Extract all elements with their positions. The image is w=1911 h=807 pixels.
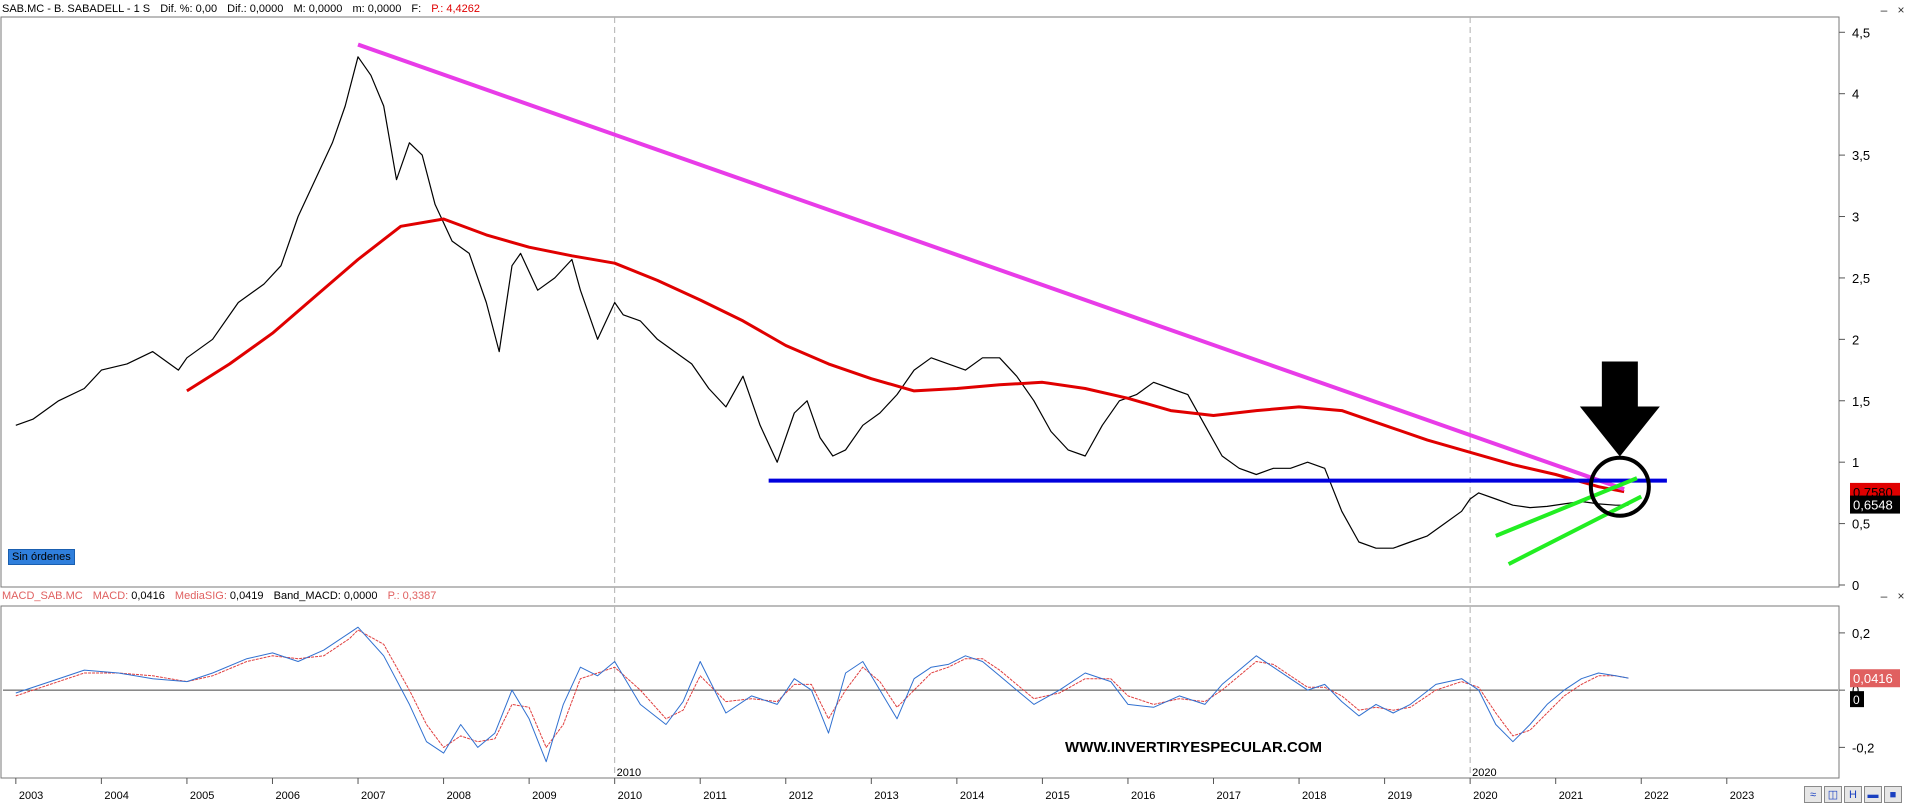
macd-signal-line (15, 629, 1629, 748)
macd-y-axis: 0,2 0 -0,2 (1839, 626, 1874, 755)
x-tick-label: 2011 (703, 790, 727, 802)
watermark: WWW.INVERTIRYESPECULAR.COM (1065, 739, 1322, 756)
trendline-line (357, 42, 1625, 492)
fullscreen-icon[interactable]: ■ (1884, 786, 1902, 803)
orders-badge[interactable]: Sin órdenes (8, 549, 75, 565)
macd-zero-tag-bg (1850, 691, 1864, 708)
x-tick-label: 2003 (19, 790, 43, 802)
x-tick-label: 2023 (1730, 790, 1754, 802)
y-tick-label: 0 (1852, 578, 1859, 593)
x-tick-label: 2017 (1217, 790, 1241, 802)
macd-value-label-bg (1850, 669, 1900, 688)
divider-label: 2010 (617, 767, 641, 779)
y-tick-label: 0,5 (1852, 517, 1870, 532)
y-tick-label: 4 (1852, 87, 1859, 102)
macd-tick-label: 0,2 (1852, 626, 1870, 641)
x-tick-label: 2008 (447, 790, 471, 802)
x-tick-label: 2013 (874, 790, 898, 802)
x-tick-label: 2012 (789, 790, 813, 802)
highlight-circle (1588, 455, 1651, 518)
macd-panel-frame (0, 605, 1840, 779)
x-tick-label: 2004 (104, 790, 128, 802)
y-tick-label: 3,5 (1852, 148, 1870, 163)
x-tick-label: 2021 (1559, 790, 1583, 802)
x-tick-label: 2009 (532, 790, 556, 802)
price-label: P.: 4,4262 (431, 3, 480, 15)
macd-tick-label: 0 (1852, 683, 1859, 698)
channel-line (1507, 494, 1643, 566)
band-value: 0,0000 (343, 590, 378, 602)
price-panel-frame (0, 16, 1840, 588)
x-tick-label: 2006 (275, 790, 299, 802)
macd-value-label: 0,0416 (1853, 671, 1893, 686)
y-tick-label: 1,5 (1852, 394, 1870, 409)
divider-label: 2020 (1472, 767, 1496, 779)
dif-pct-label: Dif. %: 0,00 (160, 3, 218, 15)
macd-value: 0,0416 (131, 590, 165, 602)
y-tick-label: 1 (1852, 455, 1859, 470)
x-tick-label: 2019 (1388, 790, 1412, 802)
price-series-group (15, 56, 1629, 549)
moving-average-line (186, 217, 1625, 494)
dif-label: Dif.: 0,0000 (227, 3, 284, 15)
down-arrow-marker (1579, 361, 1660, 457)
price-series-line (15, 56, 1629, 549)
macd-tick-label: -0,2 (1852, 740, 1874, 755)
macd-close-button[interactable]: × (1897, 589, 1905, 603)
sig-value: 0,0419 (229, 590, 264, 602)
macd-series-group (15, 626, 1629, 763)
price-close-button[interactable]: × (1897, 3, 1905, 17)
y-tick-label: 3 (1852, 210, 1859, 225)
macd-minimize-button[interactable]: – (1880, 589, 1888, 603)
macd-name: MACD_SAB.MC (2, 590, 83, 602)
x-tick-label: 2010 (618, 790, 642, 802)
macd-p-label: P.: 0,3387 (387, 590, 437, 602)
x-tick-label: 2005 (190, 790, 214, 802)
x-axis: 2003 2004 2005 2006 2007 2008 2009 2010 2011 2012… (15, 778, 1754, 802)
price-header: SAB.MC - B. SABADELL - 1 S Dif. %: 0,00 … (2, 3, 487, 19)
macd-line (15, 626, 1629, 763)
status-toolbar: ≈ ◫ H ▬ ■ (1790, 783, 1911, 807)
x-tick-label: 2020 (1473, 790, 1497, 802)
price-minimize-button[interactable]: – (1880, 3, 1888, 17)
channel-line (1495, 476, 1638, 538)
symbol-label: SAB.MC - B. SABADELL - 1 S (2, 3, 151, 15)
y-tick-label: 2,5 (1852, 271, 1870, 286)
y-tick-label: 4,5 (1852, 25, 1870, 40)
x-tick-label: 2018 (1302, 790, 1326, 802)
band-label: Band_MACD: (273, 590, 341, 602)
last-price-label: 0,6548 (1853, 498, 1893, 513)
x-tick-label: 2015 (1045, 790, 1069, 802)
grid: 2010 2020 (614, 17, 1497, 779)
layout-icon[interactable]: H (1844, 786, 1862, 803)
macd-header: MACD_SAB.MC MACD: 0,0416 MediaSIG: 0,0419 … (2, 590, 443, 606)
last-price-label-bg (1850, 495, 1900, 514)
zoom-icon[interactable]: ◫ (1824, 786, 1842, 803)
chart-type-icon[interactable]: ▬ (1864, 786, 1882, 803)
min-label: m: 0,0000 (352, 3, 402, 15)
max-label: M: 0,0000 (293, 3, 343, 15)
macd-zero-tag: 0 (1853, 693, 1860, 707)
y-tick-label: 2 (1852, 332, 1859, 347)
x-tick-label: 2022 (1644, 790, 1668, 802)
sig-label: MediaSIG: (174, 590, 227, 602)
x-tick-label: 2007 (361, 790, 385, 802)
x-tick-label: 2014 (960, 790, 984, 802)
price-y-axis: 0 0,5 1 1,5 2 2,5 3 3,5 4 4,5 (1839, 25, 1870, 593)
macd-label: MACD: (92, 590, 129, 602)
scroll-icon[interactable]: ≈ (1804, 786, 1822, 803)
x-tick-label: 2016 (1131, 790, 1155, 802)
f-label: F: (411, 3, 422, 15)
annotations-group (357, 42, 1667, 566)
moving-average-group (186, 217, 1625, 494)
